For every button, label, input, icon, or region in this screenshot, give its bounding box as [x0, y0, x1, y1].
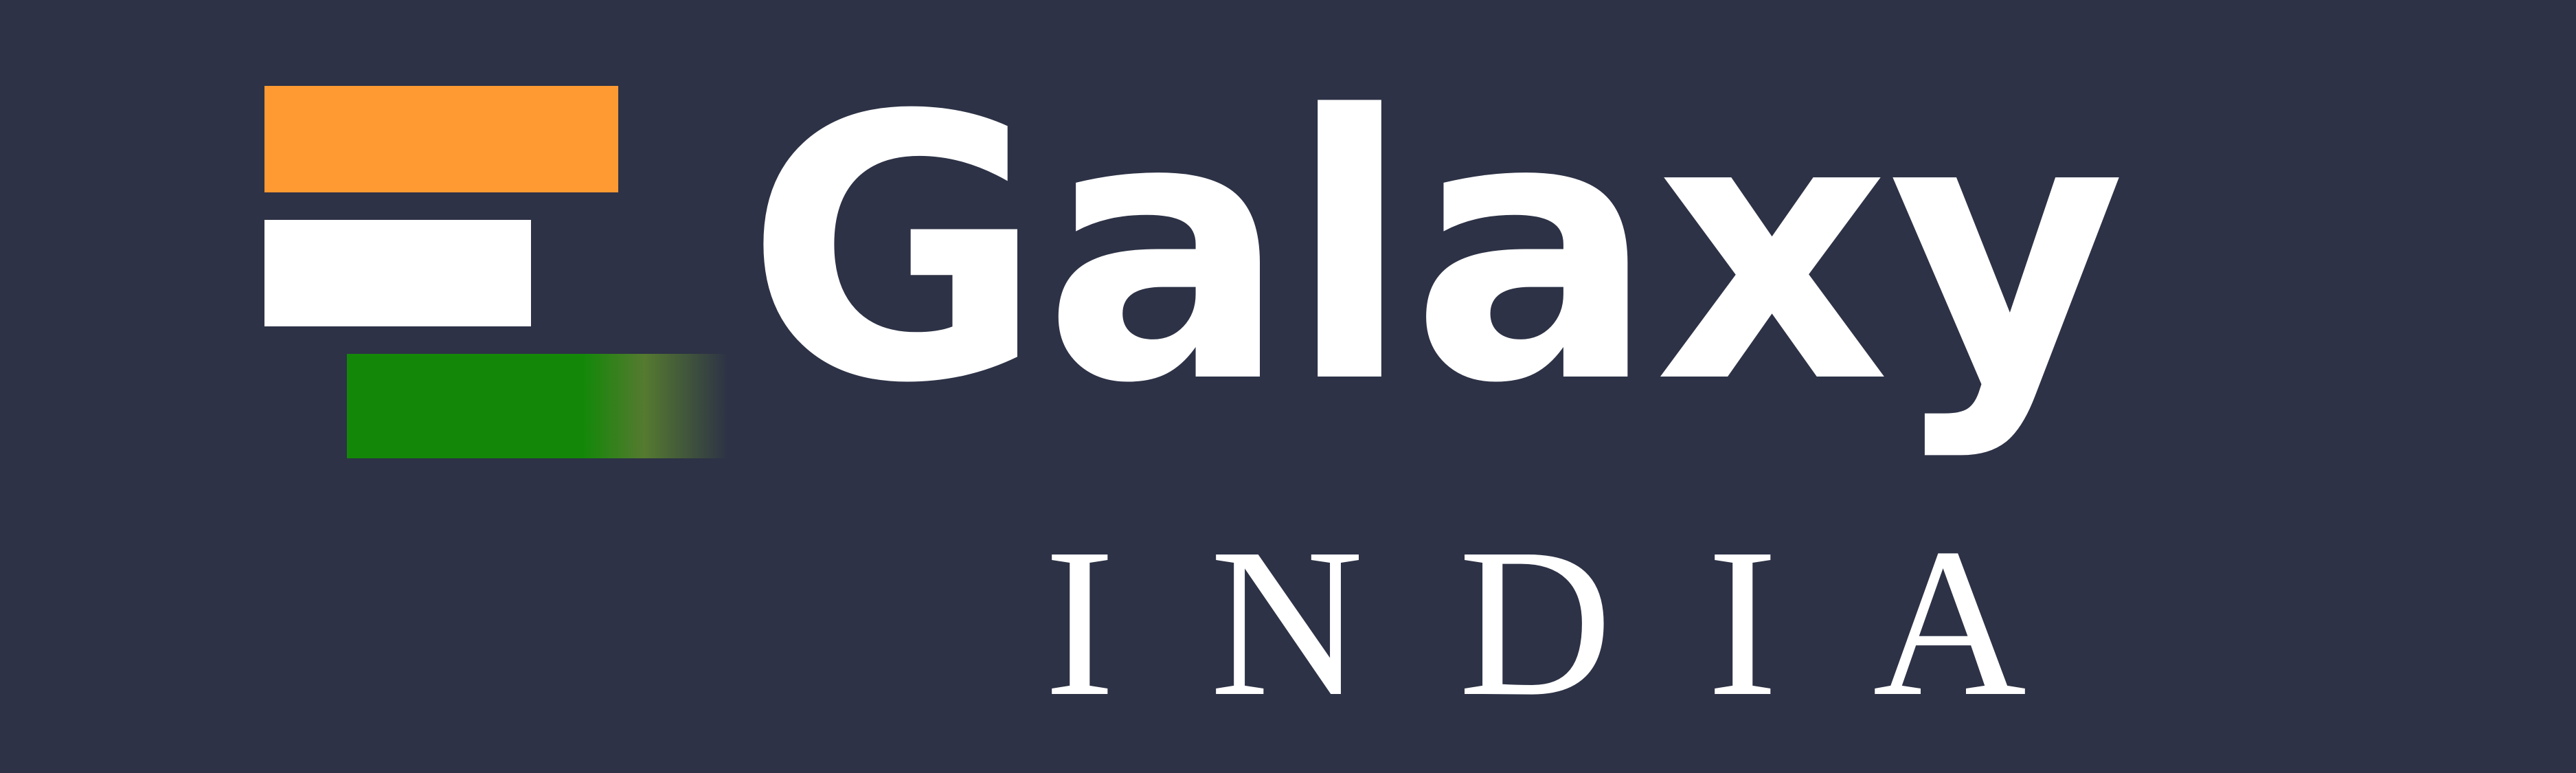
logo-wordmark: Galaxy — [745, 38, 2125, 462]
flag-stripe-green — [347, 354, 728, 458]
flag-stripe-orange — [264, 86, 618, 192]
logo-subtitle: INDIA — [1044, 505, 2122, 741]
flag-stripe-white — [264, 220, 531, 326]
